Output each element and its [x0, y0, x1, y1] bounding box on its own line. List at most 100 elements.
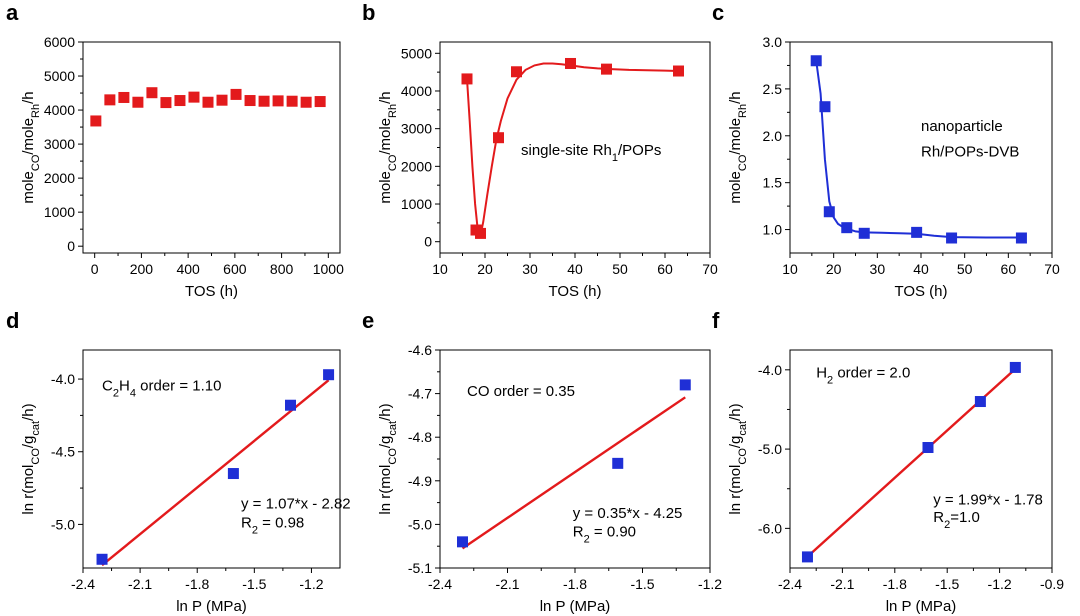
data-point — [810, 55, 822, 67]
x-tick-label: 400 — [176, 261, 200, 277]
y-tick-label: 1000 — [401, 196, 432, 212]
data-point — [160, 97, 172, 109]
data-point — [457, 536, 468, 548]
y-tick-label: 1.0 — [763, 222, 783, 238]
panel-c: c 10 20 30 40 50 60 70 1.0 1.5 2.0 2.5 3.0 TOS (h) mol… — [712, 0, 1060, 300]
y-axis-label: moleCO/moleRh/h — [20, 91, 42, 203]
x-tick-label: -1.5 — [242, 576, 266, 592]
panel-a: a 0 200 400 600 800 1000 0 1000 2000 3000 4000 5000 6… — [6, 0, 344, 300]
y-axis-label: moleCO/moleRh/h — [377, 91, 399, 203]
x-axis-label: TOS (h) — [548, 283, 601, 300]
x-tick-label: 40 — [567, 261, 583, 277]
data-point — [230, 88, 242, 100]
x-tick-label: 30 — [522, 261, 538, 277]
x-tick-label: -2.1 — [830, 576, 854, 592]
x-tick-label: 800 — [270, 261, 294, 277]
annotation: y = 1.99*x - 1.78 — [933, 492, 1043, 509]
panel-d: d -2.4 -2.1 -1.8 -1.5 -1.2 -5.0 -4.5 -4.0 ln P (M… — [6, 308, 351, 615]
x-tick-label: 70 — [1044, 261, 1060, 277]
y-tick-label: -4.7 — [408, 386, 432, 402]
data-point — [188, 91, 200, 103]
y-axis-label: ln r(molCO/gcat/h) — [377, 403, 399, 514]
x-tick-label: 50 — [957, 261, 973, 277]
y-tick-label: 2000 — [401, 158, 432, 174]
panel-b: b 10 20 30 40 50 60 70 0 1000 2000 3000 4000 5000 TOS … — [362, 0, 718, 300]
y-tick-label: -4.8 — [408, 429, 432, 445]
x-tick-label: -1.2 — [299, 576, 323, 592]
annotation: H2 order = 2.0 — [816, 365, 910, 387]
x-tick-label: 1000 — [313, 261, 344, 277]
data-point — [314, 96, 326, 108]
data-point — [819, 101, 831, 113]
plot-frame — [82, 41, 341, 254]
x-tick-label: -2.4 — [428, 576, 452, 592]
y-axis-label: ln r(molCO/gcat/h) — [727, 403, 749, 514]
x-tick-label: 200 — [130, 261, 154, 277]
x-axis-label: ln P (MPa) — [886, 598, 957, 615]
y-tick-label: -4.0 — [758, 362, 782, 378]
panel-letter-e: e — [362, 308, 374, 333]
x-tick-label: -1.8 — [185, 576, 209, 592]
x-tick-label: -1.8 — [563, 576, 587, 592]
y-tick-label: -6.0 — [758, 520, 782, 536]
data-point — [300, 96, 312, 108]
panel-letter-b: b — [362, 0, 375, 25]
y-tick-label: 3.0 — [763, 34, 783, 50]
x-tick-label: 40 — [913, 261, 929, 277]
data-point — [244, 95, 256, 107]
y-tick-label: -5.1 — [408, 560, 432, 576]
data-point — [511, 66, 522, 78]
y-tick-label: 1000 — [44, 204, 75, 220]
x-tick-label: -0.9 — [1040, 576, 1064, 592]
panel-letter-d: d — [6, 308, 19, 333]
y-axis-label-text: moleCO/moleRh/h — [727, 91, 749, 203]
annotation: nanoparticle — [921, 118, 1003, 135]
y-tick-label: 1.5 — [763, 175, 783, 191]
data-point — [104, 94, 116, 106]
data-point — [227, 468, 239, 480]
x-tick-label: -1.5 — [630, 576, 654, 592]
fit-line — [461, 396, 686, 550]
data-point — [601, 63, 612, 75]
x-tick-label: -2.4 — [71, 576, 95, 592]
data-point — [565, 57, 576, 69]
y-axis-label-text: moleCO/moleRh/h — [377, 91, 399, 203]
y-axis-label-text: moleCO/moleRh/h — [20, 91, 42, 203]
fit-line — [101, 379, 330, 567]
trend-curve — [815, 60, 1022, 239]
annotation: y = 0.35*x - 4.25 — [573, 505, 683, 522]
data-point — [216, 94, 228, 106]
x-tick-label: -1.8 — [883, 576, 907, 592]
y-tick-label: -5.0 — [51, 516, 75, 532]
x-tick-label: -1.5 — [935, 576, 959, 592]
data-point — [858, 227, 870, 239]
y-tick-label: 3000 — [44, 136, 75, 152]
data-point — [258, 95, 270, 107]
data-point — [679, 379, 691, 391]
panel-letter-f: f — [712, 308, 720, 333]
x-tick-label: 10 — [782, 261, 798, 277]
data-point — [132, 96, 144, 108]
x-tick-label: -1.2 — [988, 576, 1012, 592]
y-tick-label: 0 — [67, 238, 75, 254]
y-tick-label: -4.9 — [408, 473, 432, 489]
data-point — [911, 226, 923, 238]
y-tick-label: 0 — [424, 234, 432, 250]
annotation: CO order = 0.35 — [467, 383, 575, 400]
y-axis-label: moleCO/moleRh/h — [727, 91, 749, 203]
y-tick-label: -4.0 — [51, 371, 75, 387]
x-tick-label: 50 — [612, 261, 628, 277]
x-tick-label: -1.2 — [698, 576, 722, 592]
annotation: R2 = 0.90 — [573, 524, 636, 546]
data-point — [461, 73, 473, 85]
data-point — [286, 95, 298, 107]
y-axis-label-text: ln r(molCO/gcat/h) — [20, 403, 42, 514]
x-axis-label: ln P (MPa) — [176, 598, 247, 615]
y-tick-label: 5000 — [401, 45, 432, 61]
annotation: R2 = 0.98 — [241, 514, 304, 536]
data-point — [96, 553, 108, 565]
x-tick-label: 0 — [91, 261, 99, 277]
data-point — [974, 396, 986, 408]
y-axis-label-text: ln r(molCO/gcat/h) — [377, 403, 399, 514]
